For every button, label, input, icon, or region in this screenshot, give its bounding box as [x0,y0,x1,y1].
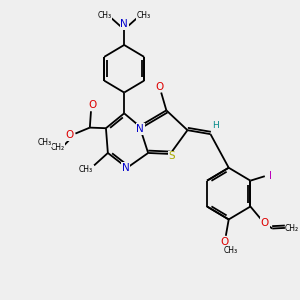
Text: CH₃: CH₃ [37,138,51,147]
Text: O: O [261,218,269,228]
Text: N: N [122,163,130,173]
Text: O: O [65,130,73,140]
Text: O: O [220,237,229,247]
Text: CH₃: CH₃ [98,11,112,20]
Text: I: I [269,171,272,181]
Text: CH₃: CH₃ [79,165,93,174]
Text: S: S [168,151,175,161]
Text: CH₃: CH₃ [137,11,151,20]
Text: O: O [156,82,164,92]
Text: CH₃: CH₃ [224,246,238,255]
Text: N: N [120,19,128,29]
Text: N: N [136,124,144,134]
Text: H: H [212,121,219,130]
Text: CH₂: CH₂ [50,143,65,152]
Text: O: O [88,100,97,110]
Text: CH₂: CH₂ [285,224,299,233]
